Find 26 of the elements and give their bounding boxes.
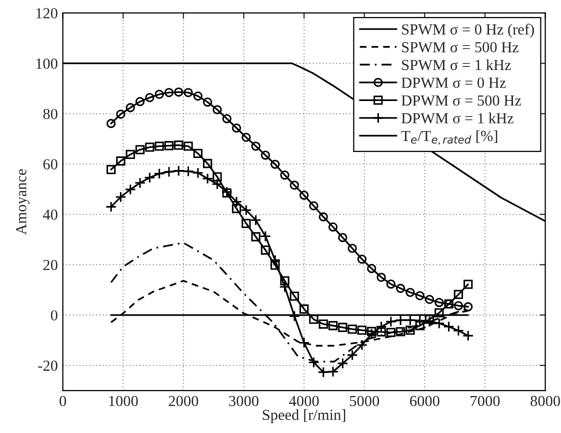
legend-label: T$_{e}$/T$_{e,rated}$ [%] <box>401 130 498 146</box>
x-tick-label: 4000 <box>289 396 319 406</box>
y-tick-label: 120 <box>36 8 58 18</box>
x-tick-label: 5000 <box>350 396 380 406</box>
legend-label: DPWM σ = 1 kHz <box>402 112 514 124</box>
x-axis-title: Speed [r/min] <box>262 409 346 424</box>
y-tick-label: 40 <box>42 210 58 220</box>
legend-label: DPWM σ = 0 Hz <box>402 78 506 88</box>
x-tick-label: 8000 <box>530 396 560 406</box>
legend-label: SPWM σ = 500 Hz <box>402 42 518 52</box>
legend-label: SPWM σ = 1 kHz <box>402 59 511 70</box>
x-tick-label: 1000 <box>109 396 138 406</box>
y-tick-label: 80 <box>43 108 58 120</box>
x-tick-label: 3000 <box>229 396 258 406</box>
legend-label: SPWM σ = 0 Hz (ref) <box>402 24 534 38</box>
y-tick-label: 20 <box>43 260 58 270</box>
y-tick-label: -20 <box>38 360 58 371</box>
legend-label: DPWM σ = 500 Hz <box>402 95 522 106</box>
y-tick-label: 0 <box>50 310 58 320</box>
x-tick-label: 2000 <box>168 396 198 406</box>
y-tick-label: 100 <box>36 58 58 69</box>
x-tick-label: 7000 <box>470 396 500 406</box>
y-tick-label: 60 <box>43 159 58 170</box>
x-tick-label: 6000 <box>410 396 440 406</box>
y-axis-title: Amoyance <box>16 169 30 235</box>
x-tick-label: 0 <box>60 396 66 406</box>
